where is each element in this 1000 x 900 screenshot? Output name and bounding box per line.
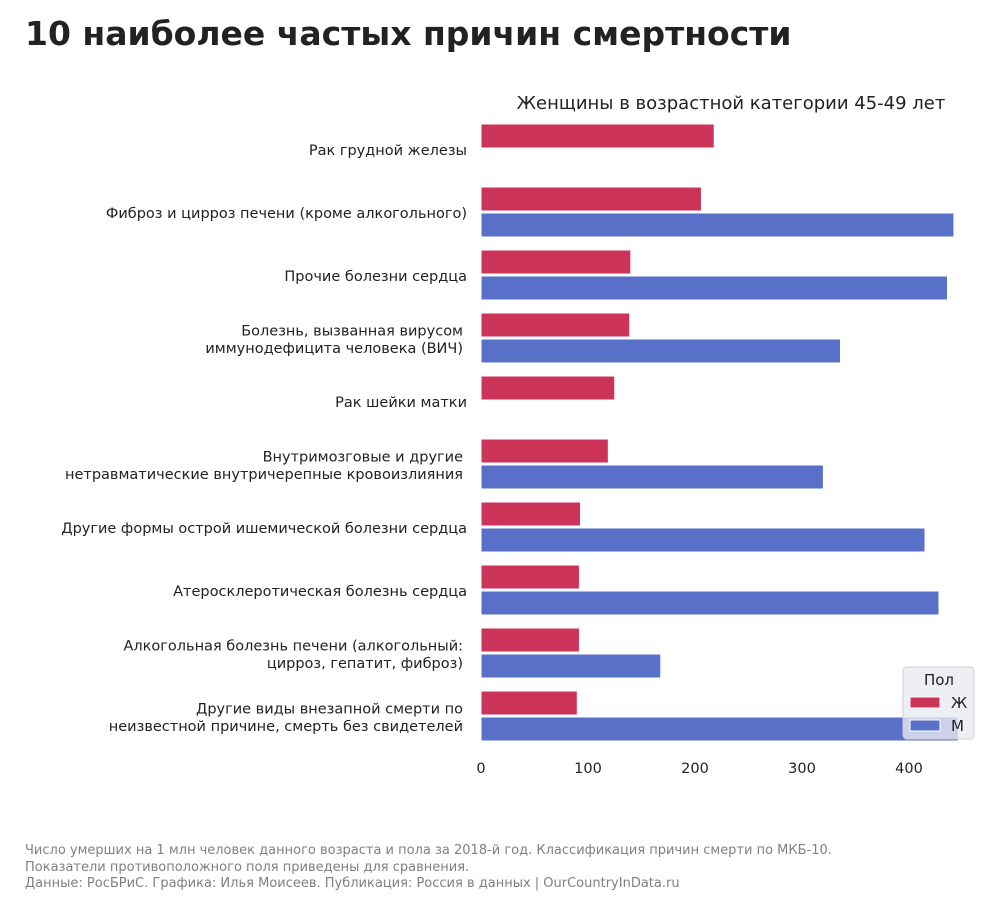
- footer-notes: Число умерших на 1 млн человек данного в…: [25, 843, 832, 893]
- bar-male: [480, 275, 949, 301]
- legend-title: Пол: [924, 671, 954, 689]
- bar-female: [480, 249, 632, 275]
- bar-female: [480, 186, 702, 212]
- legend-swatch: [909, 696, 941, 709]
- category-label: Атеросклеротическая болезнь сердца: [173, 584, 467, 600]
- bar-male: [480, 338, 842, 364]
- bar-female: [480, 438, 609, 464]
- footer-line: Данные: РосБРиС. Графика: Илья Моисеев. …: [25, 876, 680, 891]
- category-label: Болезнь, вызванная вирусом: [241, 323, 463, 339]
- x-tick-label: 200: [681, 761, 709, 777]
- category-label: нетравматические внутричерепные кровоизл…: [65, 467, 463, 483]
- bar-male: [480, 527, 926, 553]
- category-label: Прочие болезни сердца: [284, 269, 467, 285]
- bar-male: [480, 653, 662, 679]
- x-tick-label: 100: [574, 761, 602, 777]
- legend-swatch: [909, 719, 941, 732]
- bar-female: [480, 123, 715, 149]
- category-label: Другие виды внезапной смерти по: [196, 701, 463, 717]
- legend-label: Ж: [951, 694, 967, 712]
- footer-line: Показатели противоположного поля приведе…: [25, 859, 470, 875]
- footer-line: Число умерших на 1 млн человек данного в…: [25, 843, 832, 858]
- x-tick-label: 300: [788, 761, 816, 777]
- category-label: Фиброз и цирроз печени (кроме алкогольно…: [106, 206, 467, 222]
- category-label: иммунодефицита человека (ВИЧ): [205, 341, 463, 357]
- category-label: Внутримозговые и другие: [263, 449, 464, 465]
- bar-male: [480, 464, 824, 490]
- bar-female: [480, 564, 580, 590]
- category-label: неизвестной причине, смерть без свидетел…: [109, 719, 463, 735]
- bar-female: [480, 312, 631, 338]
- page-title: 10 наиболее частых причин смертности: [25, 14, 792, 53]
- category-label: Рак шейки матки: [335, 395, 467, 411]
- x-tick-label: 0: [476, 761, 485, 777]
- bar-female: [480, 501, 582, 527]
- category-label: Другие формы острой ишемической болезни …: [61, 521, 467, 537]
- bar-male: [480, 212, 955, 238]
- chart-title: Женщины в возрастной категории 45-49 лет: [517, 93, 946, 114]
- category-label: Рак грудной железы: [309, 143, 467, 159]
- category-label: цирроз, гепатит, фиброз): [267, 656, 463, 672]
- bar-female: [480, 690, 578, 716]
- category-label: Алкогольная болезнь печени (алкогольный:: [123, 638, 463, 654]
- legend-label: М: [951, 717, 964, 735]
- bar-male: [480, 590, 940, 616]
- bar-female: [480, 375, 616, 401]
- x-tick-label: 400: [895, 761, 923, 777]
- bar-female: [480, 627, 580, 653]
- bar-male: [480, 716, 959, 742]
